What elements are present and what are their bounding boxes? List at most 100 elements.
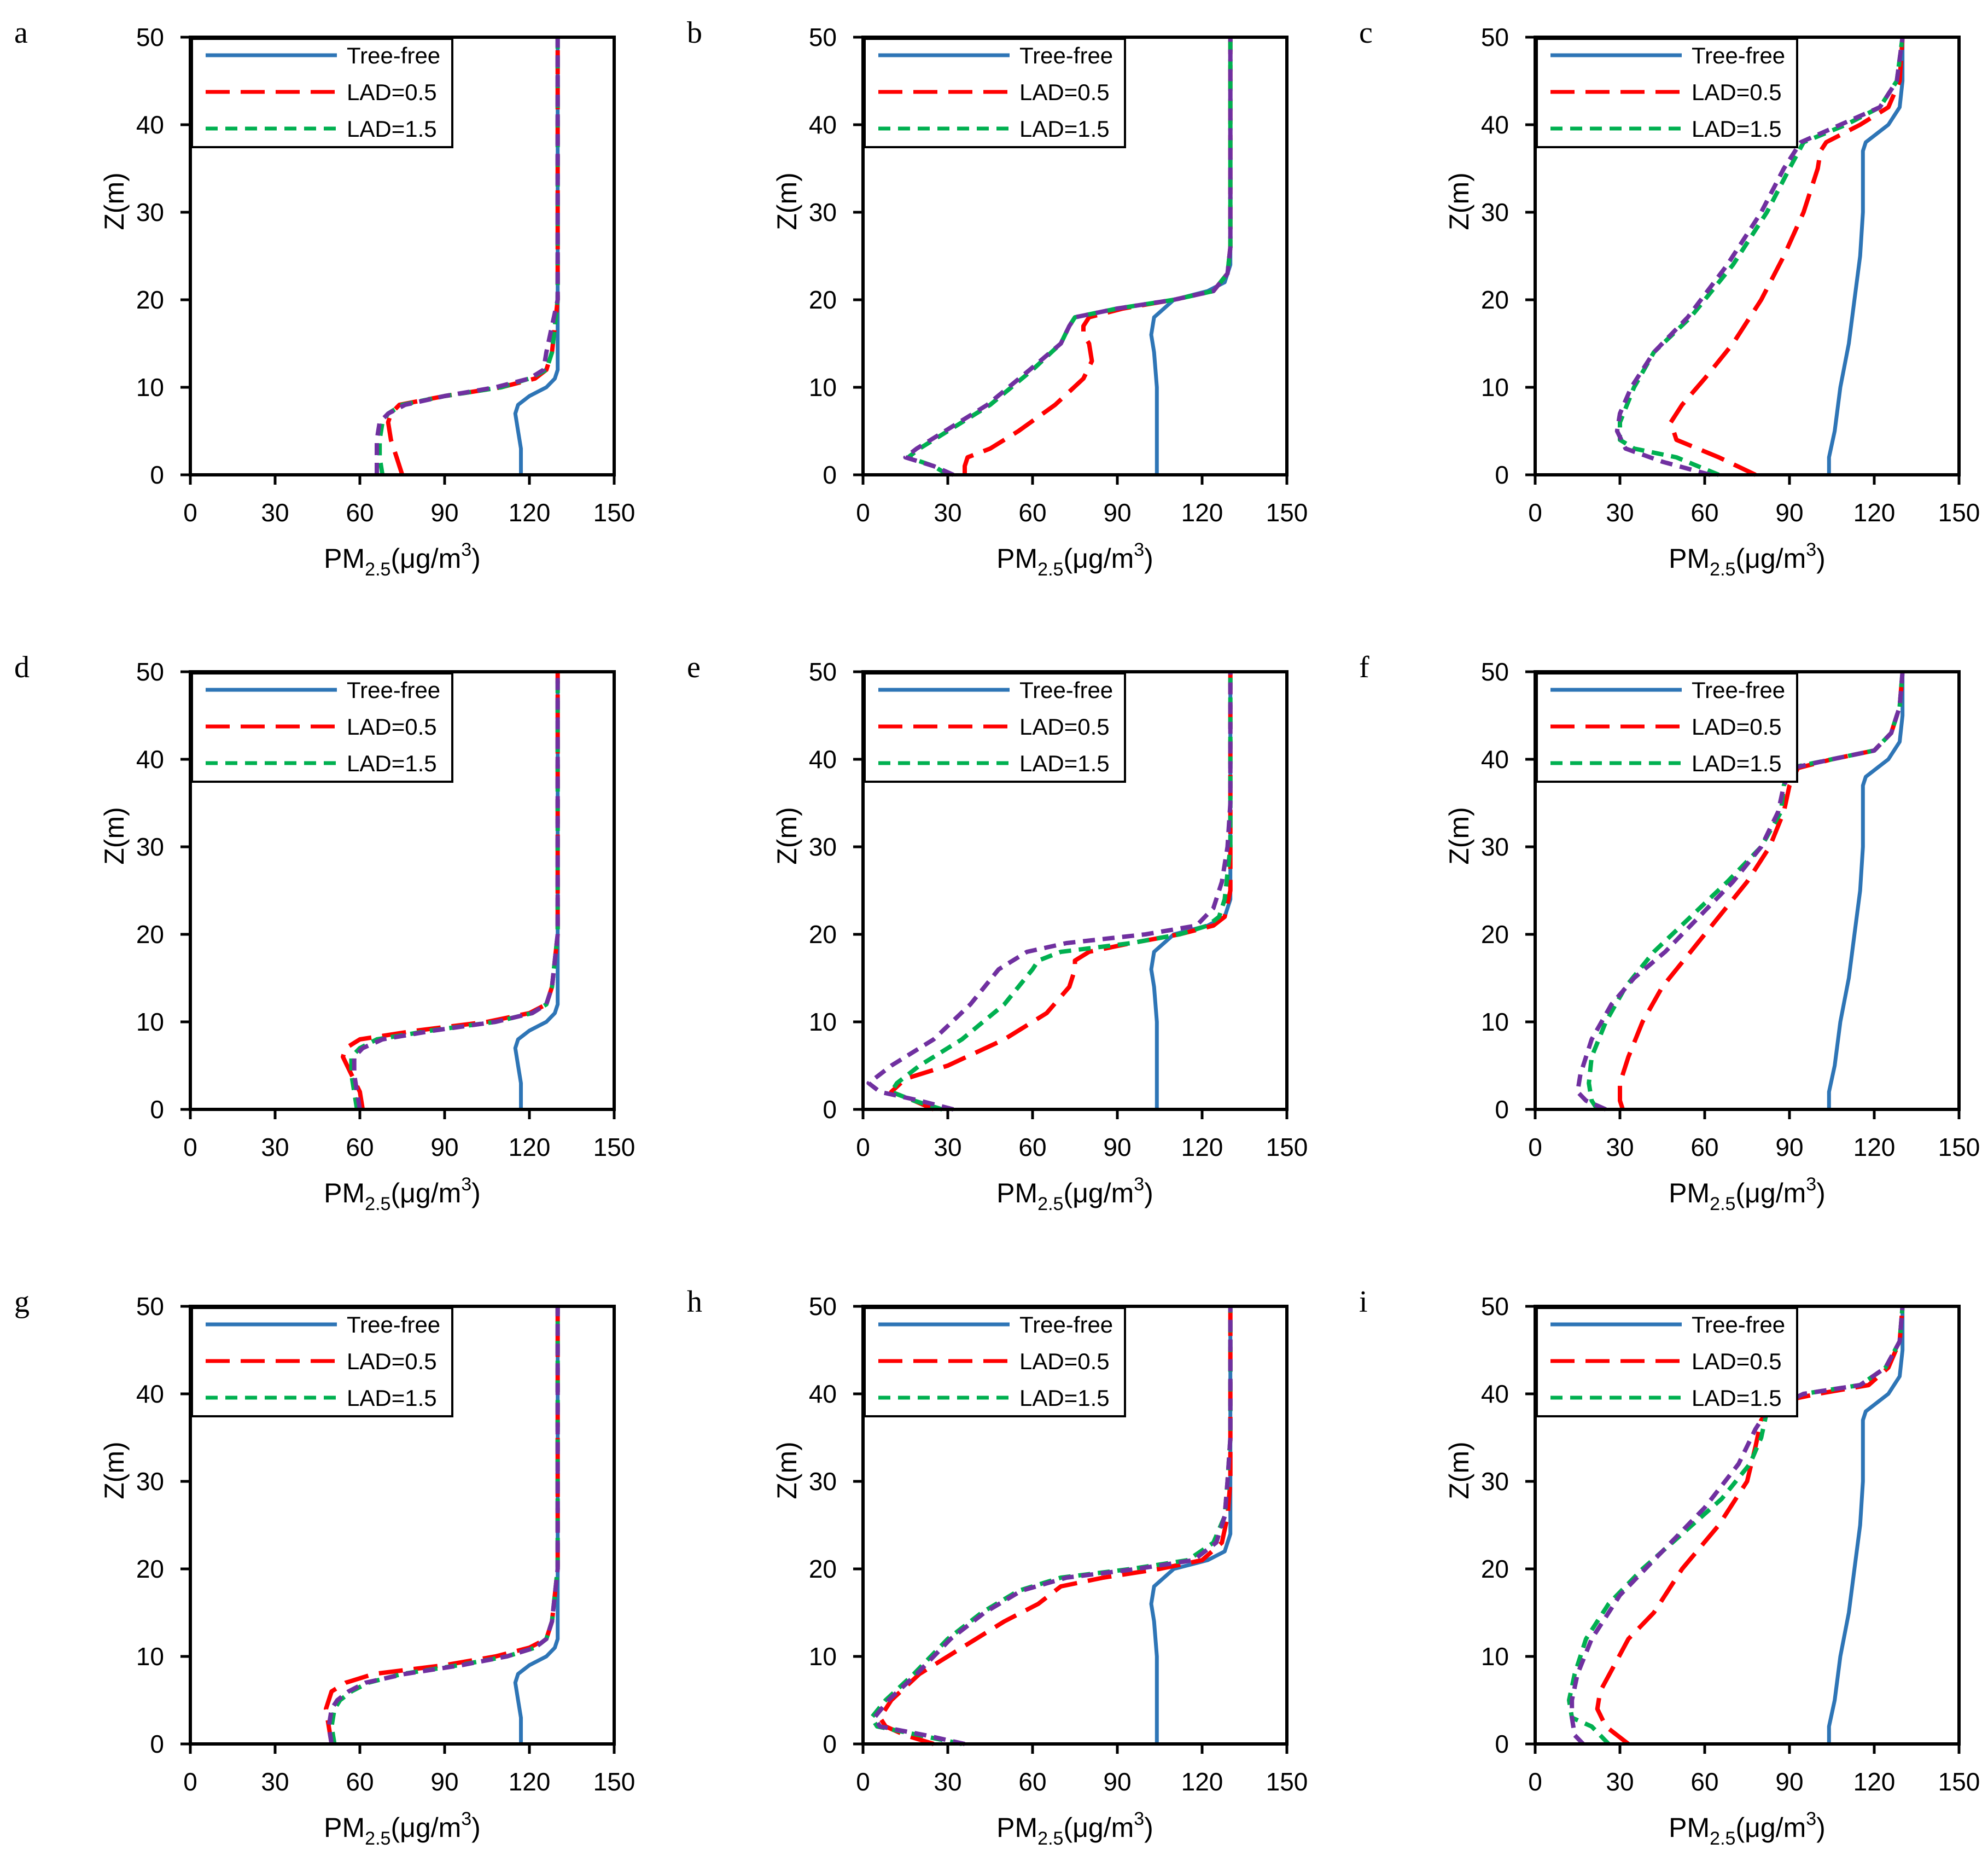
legend-label: LAD=0.5 — [347, 79, 437, 105]
x-tick-label: 120 — [1853, 1133, 1896, 1161]
x-tick-label: 120 — [1181, 498, 1223, 527]
legend-label: Tree-free — [347, 1312, 440, 1338]
series-line-0 — [513, 37, 560, 475]
x-tick-label: 150 — [1266, 1767, 1308, 1796]
x-tick-label: 30 — [1606, 1767, 1634, 1796]
x-tick-label: 90 — [430, 1767, 458, 1796]
y-tick-label: 0 — [1495, 1095, 1509, 1124]
y-tick-label: 50 — [1481, 1292, 1509, 1321]
y-tick-label: 40 — [136, 745, 164, 774]
legend-label: LAD=1.5 — [347, 116, 437, 142]
y-tick-label: 30 — [809, 1467, 837, 1496]
x-tick-label: 60 — [1690, 1767, 1718, 1796]
legend: Tree-free LAD=0.5 LAD=1.5 — [864, 38, 1126, 148]
series-line-2 — [1618, 37, 1905, 477]
x-tick-label: 120 — [1181, 1133, 1223, 1161]
y-tick-label: 40 — [809, 745, 837, 774]
x-tick-label: 90 — [1103, 1767, 1131, 1796]
y-tick-label: 30 — [136, 1467, 164, 1496]
legend-label: LAD=1.5 — [1019, 1385, 1110, 1411]
x-tick-label: 150 — [1266, 1133, 1308, 1161]
plot-frame — [1534, 1305, 1961, 1746]
y-tick-label: 40 — [1481, 111, 1509, 139]
legend: Tree-free LAD=0.5 LAD=1.5 — [1536, 38, 1798, 148]
x-tick-label: 60 — [1690, 498, 1718, 527]
x-axis-label: PM2.5(μg/m3) — [324, 1174, 481, 1214]
x-tick-label: 0 — [856, 1133, 870, 1161]
series-line-1 — [878, 1306, 1233, 1746]
series-line-1 — [1595, 1306, 1905, 1746]
panel-label: d — [14, 650, 30, 684]
series-line-0 — [1827, 1306, 1905, 1744]
x-tick-label: 60 — [1018, 1133, 1046, 1161]
legend-label: LAD=1.5 — [1692, 116, 1782, 142]
x-tick-label: 0 — [856, 498, 870, 527]
legend-label: LAD=0.5 — [1692, 79, 1782, 105]
y-tick-label: 40 — [136, 111, 164, 139]
plot-frame — [189, 670, 616, 1111]
legend: Tree-free LAD=0.5 LAD=1.5 — [864, 1307, 1126, 1417]
x-tick-label: 90 — [1775, 498, 1803, 527]
panel-label: f — [1359, 650, 1369, 684]
legend-label: LAD=1.5 — [1692, 751, 1782, 776]
y-tick-label: 0 — [1495, 1730, 1509, 1758]
series-line-3 — [866, 672, 1233, 1112]
x-axis-label: PM2.5(μg/m3) — [1669, 1809, 1826, 1849]
x-tick-label: 30 — [1606, 498, 1634, 527]
y-tick-label: 20 — [1481, 286, 1509, 314]
x-tick-label: 120 — [509, 498, 551, 527]
panel-label: b — [687, 16, 702, 50]
chart-panel-a: a 0 30 60 90 120 150 0 10 20 30 40 50 Z(m) PM2.5(μg/m3… — [14, 16, 635, 580]
series-line-2 — [906, 37, 1233, 477]
x-tick-label: 150 — [593, 1767, 636, 1796]
legend-label: Tree-free — [1692, 1312, 1785, 1338]
y-tick-label: 20 — [136, 1555, 164, 1583]
y-tick-label: 20 — [809, 1555, 837, 1583]
series-line-3 — [375, 37, 560, 475]
y-axis-label: Z(m) — [772, 172, 802, 230]
x-axis-label: PM2.5(μg/m3) — [324, 1809, 481, 1849]
legend-label: Tree-free — [1019, 1312, 1113, 1338]
x-tick-label: 30 — [1606, 1133, 1634, 1161]
x-tick-label: 90 — [1775, 1133, 1803, 1161]
x-tick-label: 60 — [346, 1767, 374, 1796]
y-axis-label: Z(m) — [772, 1441, 802, 1499]
x-tick-label: 90 — [1103, 1133, 1131, 1161]
y-tick-label: 10 — [809, 1008, 837, 1036]
x-tick-label: 60 — [1018, 498, 1046, 527]
y-tick-label: 0 — [823, 461, 837, 489]
x-tick-label: 0 — [1528, 1133, 1542, 1161]
legend-label: LAD=1.5 — [1692, 1385, 1782, 1411]
x-tick-label: 120 — [1853, 1767, 1896, 1796]
y-tick-label: 0 — [150, 461, 164, 489]
series-line-3 — [903, 37, 1233, 477]
legend: Tree-free LAD=0.5 LAD=1.5 — [1536, 1307, 1798, 1417]
y-tick-label: 0 — [823, 1730, 837, 1758]
x-axis-label: PM2.5(μg/m3) — [1669, 539, 1826, 580]
y-tick-label: 0 — [1495, 461, 1509, 489]
legend-label: LAD=0.5 — [1692, 1348, 1782, 1374]
x-axis-label: PM2.5(μg/m3) — [324, 539, 481, 580]
y-tick-label: 40 — [809, 1380, 837, 1408]
plot-frame — [861, 36, 1289, 476]
legend-label: LAD=0.5 — [1692, 714, 1782, 740]
chart-panel-g: g 0 30 60 90 120 150 0 10 20 30 40 50 Z(m) PM2.5(μg/m3… — [14, 1285, 635, 1849]
y-tick-label: 50 — [809, 658, 837, 686]
series-line-0 — [1149, 37, 1233, 475]
y-tick-label: 10 — [136, 1642, 164, 1671]
x-tick-label: 0 — [183, 1133, 197, 1161]
x-axis-label: PM2.5(μg/m3) — [1669, 1174, 1826, 1214]
y-axis-label: Z(m) — [99, 807, 130, 865]
legend-label: LAD=1.5 — [1019, 116, 1110, 142]
legend-label: LAD=0.5 — [347, 1348, 437, 1374]
panel-label: i — [1359, 1285, 1368, 1319]
plot-frame — [861, 1305, 1289, 1746]
y-tick-label: 0 — [150, 1730, 164, 1758]
plot-frame — [189, 1305, 616, 1746]
y-tick-label: 10 — [809, 1642, 837, 1671]
y-tick-label: 30 — [809, 833, 837, 861]
y-tick-label: 30 — [1481, 198, 1509, 226]
y-tick-label: 20 — [809, 920, 837, 949]
y-tick-label: 40 — [136, 1380, 164, 1408]
series-line-0 — [1149, 1306, 1233, 1744]
